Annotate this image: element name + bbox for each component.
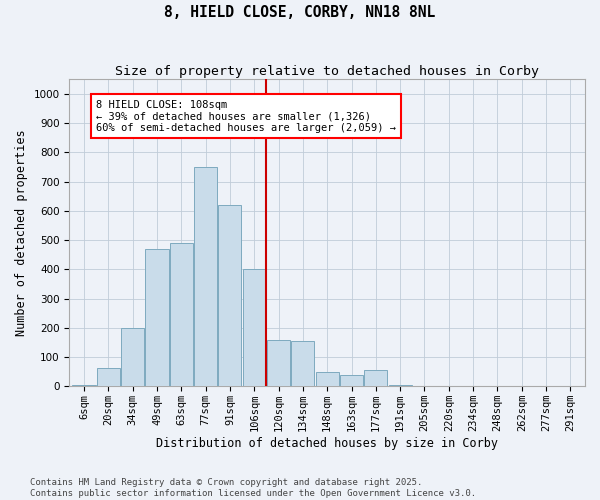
Bar bbox=[340, 374, 363, 386]
X-axis label: Distribution of detached houses by size in Corby: Distribution of detached houses by size … bbox=[156, 437, 498, 450]
Y-axis label: Number of detached properties: Number of detached properties bbox=[15, 130, 28, 336]
Text: Contains HM Land Registry data © Crown copyright and database right 2025.
Contai: Contains HM Land Registry data © Crown c… bbox=[30, 478, 476, 498]
Bar bbox=[364, 370, 388, 386]
Bar bbox=[121, 328, 144, 386]
Bar bbox=[170, 243, 193, 386]
Bar bbox=[73, 385, 95, 386]
Text: 8 HIELD CLOSE: 108sqm
← 39% of detached houses are smaller (1,326)
60% of semi-d: 8 HIELD CLOSE: 108sqm ← 39% of detached … bbox=[96, 100, 396, 133]
Text: 8, HIELD CLOSE, CORBY, NN18 8NL: 8, HIELD CLOSE, CORBY, NN18 8NL bbox=[164, 5, 436, 20]
Bar bbox=[267, 340, 290, 386]
Bar bbox=[97, 368, 120, 386]
Bar bbox=[389, 385, 412, 386]
Title: Size of property relative to detached houses in Corby: Size of property relative to detached ho… bbox=[115, 65, 539, 78]
Bar bbox=[145, 249, 169, 386]
Bar bbox=[218, 205, 241, 386]
Bar bbox=[194, 167, 217, 386]
Bar bbox=[292, 341, 314, 386]
Bar bbox=[242, 270, 266, 386]
Bar bbox=[316, 372, 339, 386]
